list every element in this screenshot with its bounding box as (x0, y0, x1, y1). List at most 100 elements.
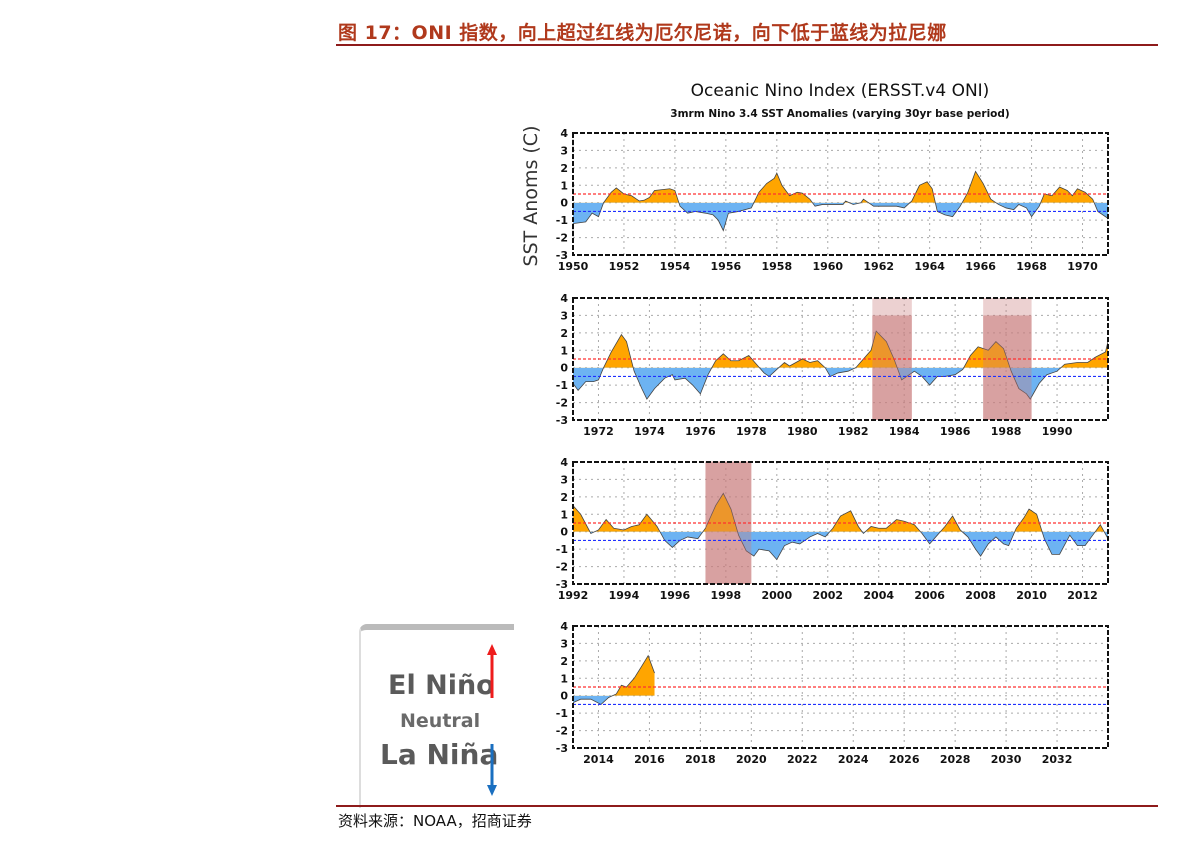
series-area (573, 170, 1108, 232)
negative-area (573, 367, 1061, 400)
legend-el-nino: El Niño (388, 670, 495, 701)
x-tick-label: 2000 (761, 589, 792, 602)
x-tick-label: 2028 (940, 753, 971, 766)
y-tick-label: 1 (560, 508, 568, 521)
legend-la-nina: La Niña (380, 738, 499, 771)
y-tick-label: 1 (560, 344, 568, 357)
y-tick-label: -2 (556, 397, 568, 410)
x-tick-label: 2024 (838, 753, 869, 766)
y-tick-label: 0 (560, 526, 568, 539)
y-tick-label: 3 (560, 144, 568, 157)
x-tick-label: 1996 (660, 589, 691, 602)
figure-title: 图 17：ONI 指数，向上超过红线为厄尔尼诺，向下低于蓝线为拉尼娜 (338, 22, 947, 44)
oni-line (573, 330, 1108, 400)
oni-line (573, 654, 655, 705)
footer-rule (336, 805, 1158, 807)
panel-1: 1950 1952 1954 1956 1958 1960 1962 1964 1966 1968… (556, 127, 1109, 273)
y-tick-label: 0 (560, 690, 568, 703)
y-tick-label: 4 (560, 127, 568, 140)
x-tick-label: 1984 (889, 425, 920, 438)
panel-2: 1972 1974 1976 1978 1980 1982 1984 1986 1988 1990… (556, 292, 1109, 438)
x-tick-label: 1960 (812, 260, 843, 273)
y-tick-label: 3 (560, 309, 568, 322)
x-tick-label: 1994 (609, 589, 640, 602)
plot-border (572, 625, 1109, 749)
positive-area (573, 655, 655, 696)
y-tick-label: 4 (560, 620, 568, 633)
x-tick-label: 1950 (558, 260, 589, 273)
y-tick-label: -1 (556, 379, 568, 392)
y-tick-label: 2 (560, 491, 568, 504)
x-tick-label: 1964 (914, 260, 945, 273)
positive-area (573, 171, 1108, 203)
y-tick-label: 4 (560, 292, 568, 305)
header-rule (336, 44, 1158, 46)
y-tick-label: 2 (560, 655, 568, 668)
y-tick-label: 2 (560, 327, 568, 340)
x-tick-label: 1992 (558, 589, 589, 602)
series-area (573, 654, 655, 705)
y-tick-label: -3 (556, 742, 568, 755)
panel-3: 1992 1994 1996 1998 2000 2002 2004 2006 2008 2010… (556, 456, 1109, 602)
y-tick-label: -3 (556, 414, 568, 427)
x-tick-label: 2008 (965, 589, 996, 602)
y-tick-label: 3 (560, 637, 568, 650)
x-tick-label: 1974 (634, 425, 665, 438)
x-tick-label: 2004 (863, 589, 894, 602)
x-tick-label: 1966 (965, 260, 996, 273)
y-tick-label: -3 (556, 249, 568, 262)
chart-subtitle: 3mrm Nino 3.4 SST Anomalies (varying 30y… (670, 108, 1009, 120)
x-tick-label: 1976 (685, 425, 716, 438)
x-tick-label: 1956 (711, 260, 742, 273)
y-tick-label: -2 (556, 561, 568, 574)
panel-4: 2 0 1 4 2016 2018 2020 2022 2024 2026 2028 2030 2032… (556, 620, 1109, 766)
x-tick-label: 2022 (787, 753, 818, 766)
y-tick-label: 1 (560, 672, 568, 685)
positive-area (573, 493, 1108, 532)
x-tick-label: 1988 (991, 425, 1022, 438)
x-tick-label: 1954 (660, 260, 691, 273)
x-tick-label: 1990 (1042, 425, 1073, 438)
x-tick-label: 2010 (1016, 589, 1047, 602)
x-tick-label: 1998 (711, 589, 742, 602)
y-tick-label: 2 (560, 162, 568, 175)
x-tick-label: 1978 (736, 425, 767, 438)
x-tick-label: 2020 (736, 753, 767, 766)
x-tick-label: 2032 (1042, 753, 1073, 766)
y-tick-label: 3 (560, 473, 568, 486)
x-tick-label: 2018 (685, 753, 716, 766)
plot-border (572, 297, 1109, 421)
y-tick-label: -1 (556, 543, 568, 556)
legend-arrows (487, 644, 497, 796)
x-tick-label: 1962 (863, 260, 894, 273)
arrow-down-icon (487, 744, 497, 796)
y-tick-label: 0 (560, 362, 568, 375)
negative-area (573, 202, 1108, 231)
x-tick-label: 1980 (787, 425, 818, 438)
y-tick-label: -1 (556, 707, 568, 720)
x-tick-label: 1986 (940, 425, 971, 438)
source-note: 资料来源：NOAA，招商证券 (338, 812, 532, 830)
x-tick-label: 1952 (609, 260, 640, 273)
y-axis-title: SST Anoms (C) (520, 126, 542, 267)
x-tick-label: 2016 (634, 753, 665, 766)
x-tick-label: 1968 (1016, 260, 1047, 273)
x-tick-label: 2026 (889, 753, 920, 766)
x-tick-label: 2012 (1067, 589, 1098, 602)
x-tick-label: 2030 (991, 753, 1022, 766)
x-tick-label: 1982 (838, 425, 869, 438)
plot-border (572, 132, 1109, 256)
y-tick-label: -2 (556, 725, 568, 738)
arrow-up-icon (487, 644, 497, 698)
oni-line (573, 170, 1108, 232)
y-tick-label: 0 (560, 197, 568, 210)
y-tick-label: -3 (556, 578, 568, 591)
x-tick-label: 1958 (761, 260, 792, 273)
y-tick-label: -1 (556, 214, 568, 227)
y-tick-label: 4 (560, 456, 568, 469)
x-tick-label: 1970 (1067, 260, 1098, 273)
legend-neutral: Neutral (400, 710, 481, 732)
plot-border (572, 461, 1109, 585)
x-tick-label: 2002 (812, 589, 843, 602)
